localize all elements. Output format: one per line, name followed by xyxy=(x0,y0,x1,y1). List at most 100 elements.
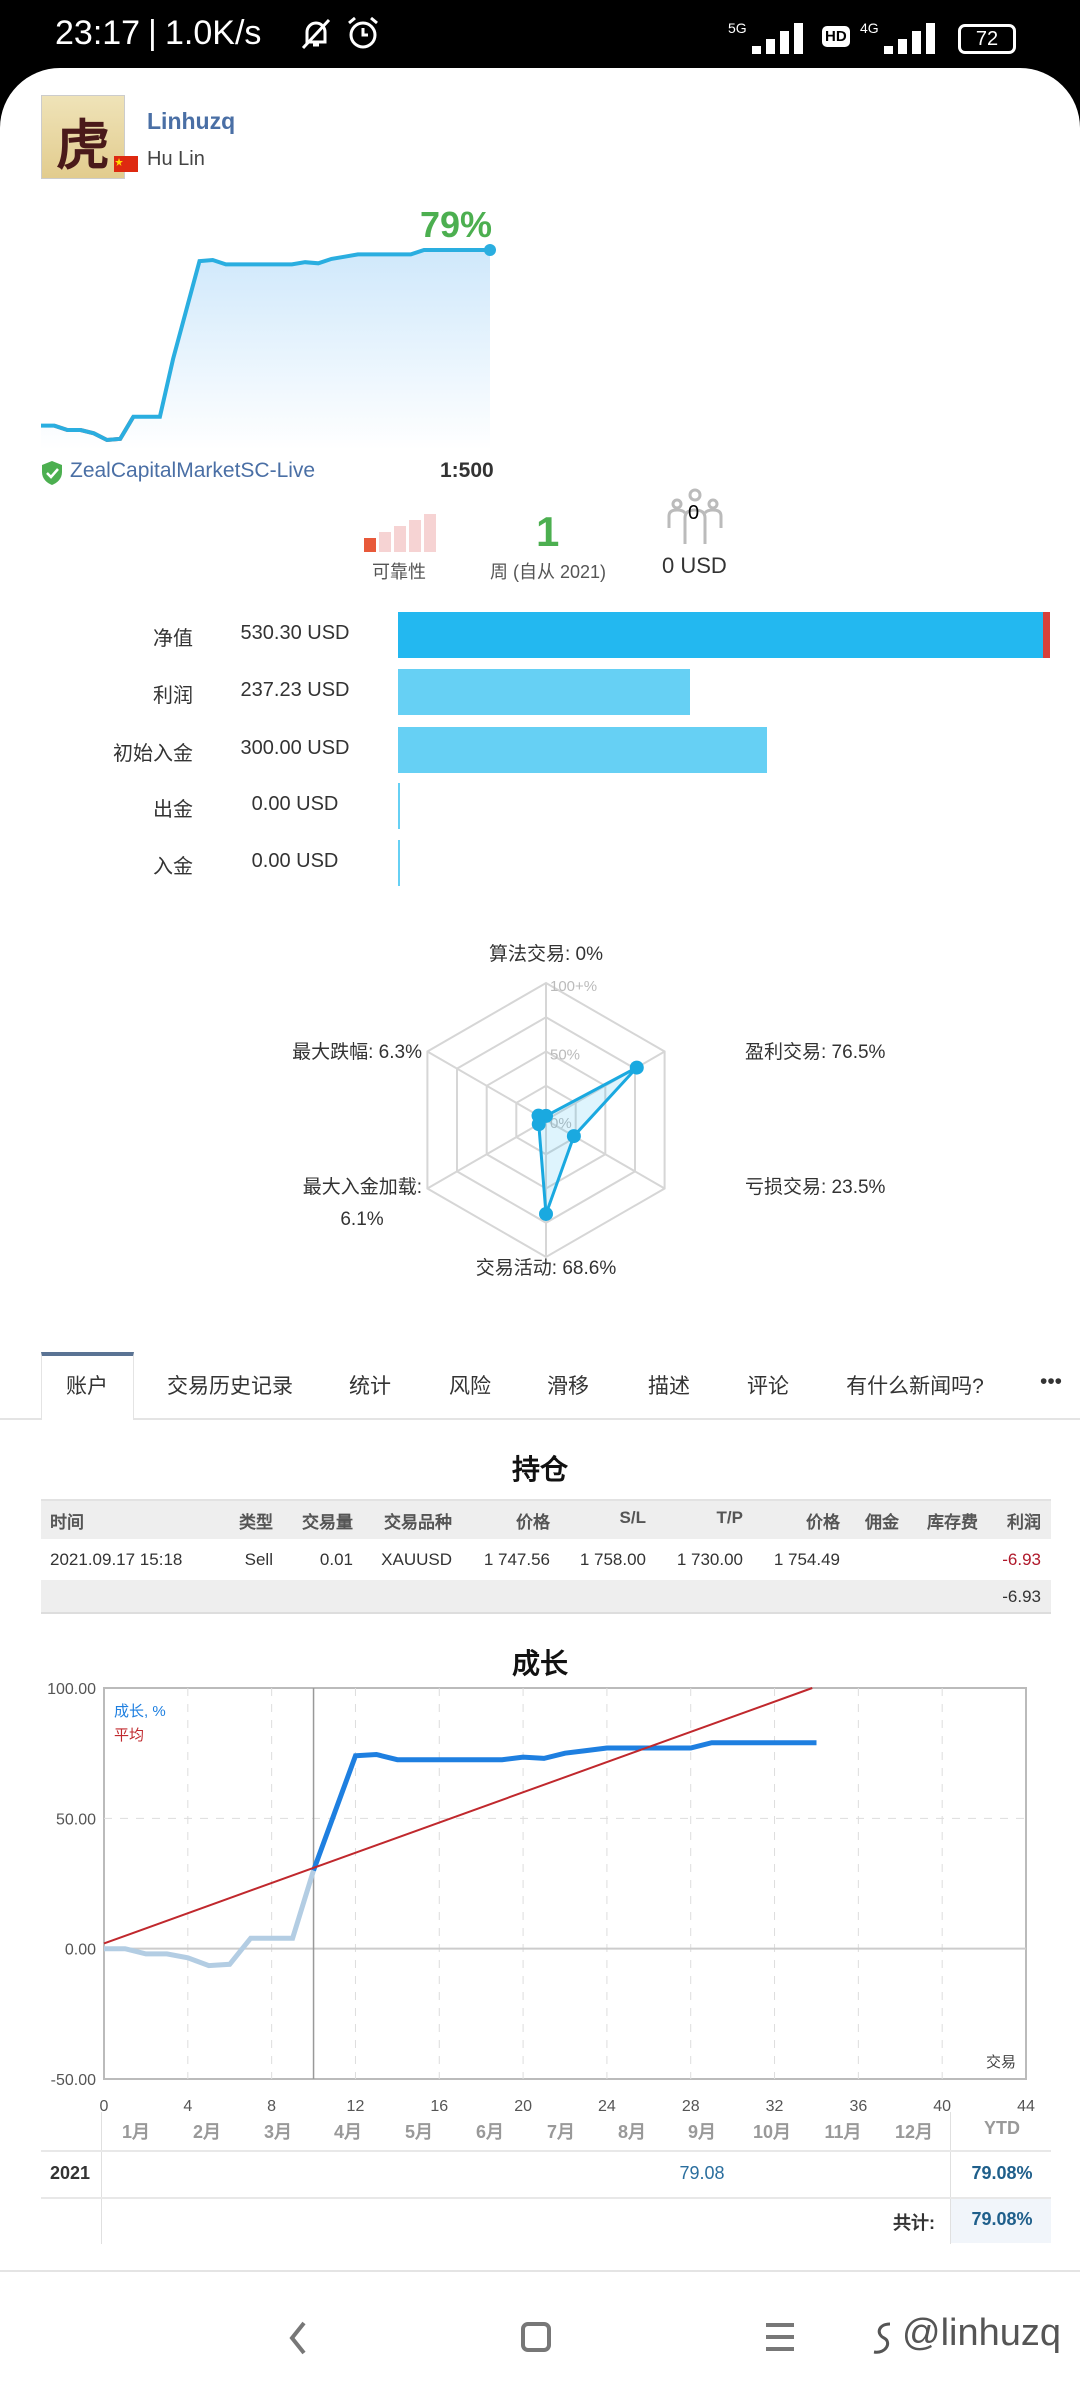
radar-axis xyxy=(545,1119,666,1190)
x-tick-label: 12 xyxy=(347,2098,365,2112)
radar-point xyxy=(531,1108,546,1123)
positions-header-row xyxy=(41,1499,1051,1539)
month-header: 8月 xyxy=(617,2122,647,2142)
subscribers-icon xyxy=(667,488,723,544)
home-button[interactable] xyxy=(521,2322,551,2352)
table-cell: Sell xyxy=(244,1550,273,1569)
balance-bar xyxy=(398,612,1050,658)
network-5g: 5G xyxy=(728,20,747,36)
month-header: 9月 xyxy=(687,2122,717,2142)
month-header: 6月 xyxy=(475,2122,505,2142)
radar-label: 亏损交易: 23.5% xyxy=(745,1176,886,1198)
y-tick-label: 50.00 xyxy=(56,1811,96,1828)
x-tick-label: 8 xyxy=(267,2098,276,2112)
radar-label: 最大跌幅: 6.3% xyxy=(292,1041,422,1063)
year-label: 2021 xyxy=(50,2163,91,2183)
weeks-label: 周 (自从 2021) xyxy=(490,562,607,582)
avatar[interactable]: 虎 xyxy=(41,95,125,179)
balance-bar xyxy=(398,727,767,773)
table-cell: 1 758.00 xyxy=(579,1550,646,1569)
radar-axis xyxy=(426,1119,547,1190)
balance-label: 净值 xyxy=(153,628,193,650)
more-tabs-button[interactable]: ••• xyxy=(1039,1370,1063,1393)
x-tick-label: 4 xyxy=(183,2098,192,2112)
divider xyxy=(950,2112,951,2244)
table-cell: -6.93 xyxy=(1002,1550,1041,1569)
tab-3[interactable]: 风险 xyxy=(449,1375,491,1398)
x-tick-label: 44 xyxy=(1017,2098,1035,2112)
reliability-label: 可靠性 xyxy=(372,562,426,582)
tab-0[interactable]: 账户 xyxy=(66,1375,108,1398)
x-tick-label: 0 xyxy=(100,2098,109,2112)
mini-chart-endpoint xyxy=(484,244,496,256)
tabs-divider xyxy=(0,1418,1080,1420)
balance-label: 入金 xyxy=(153,856,193,878)
radar-label: 盈利交易: 76.5% xyxy=(745,1041,886,1063)
month-header: 11月 xyxy=(824,2122,862,2142)
back-button[interactable] xyxy=(286,2320,310,2356)
tab-2[interactable]: 统计 xyxy=(349,1375,391,1398)
subscribers-funds: 0 USD xyxy=(662,553,727,578)
column-header: 交易品种 xyxy=(384,1513,452,1532)
column-header: T/P xyxy=(716,1508,743,1527)
table-cell: 1 754.49 xyxy=(773,1550,840,1569)
month-header: 7月 xyxy=(546,2122,576,2142)
radar-point xyxy=(629,1060,644,1075)
month-header: 3月 xyxy=(263,2122,293,2142)
x-tick-label: 24 xyxy=(598,2098,616,2112)
radar-ring-label: 100+% xyxy=(550,978,597,995)
username-link[interactable]: Linhuzq xyxy=(147,108,236,134)
x-tick-label: 36 xyxy=(849,2098,867,2112)
balance-bar xyxy=(398,669,690,715)
column-header: 利润 xyxy=(1007,1513,1041,1532)
hd-badge: HD xyxy=(822,26,850,47)
china-flag-icon xyxy=(114,156,138,172)
weibo-logo-icon xyxy=(873,2322,891,2354)
table-row[interactable] xyxy=(41,1541,1051,1580)
tab-1[interactable]: 交易历史记录 xyxy=(167,1375,293,1398)
broker-link[interactable]: ZealCapitalMarketSC-Live xyxy=(70,459,316,482)
tab-4[interactable]: 滑移 xyxy=(547,1375,589,1398)
mini-growth-chart xyxy=(41,244,496,450)
radar-label: 算法交易: 0% xyxy=(489,943,603,965)
growth-chart: 0 4 8 12 16 20 24 28 32 36 40 44 100.00 50.00 0.00 -50.… xyxy=(47,1681,1035,2112)
divider xyxy=(41,2197,1051,2199)
radar-ring-label: 50% xyxy=(550,1047,580,1064)
x-tick-label: 32 xyxy=(766,2098,784,2112)
tab-5[interactable]: 描述 xyxy=(648,1375,690,1398)
menu-button[interactable] xyxy=(764,2322,796,2352)
mini-chart-line xyxy=(41,248,490,443)
network-speed: 1.0K/s xyxy=(165,14,262,52)
clock: 23:17 xyxy=(55,14,141,52)
radar-point xyxy=(566,1129,581,1144)
legend-growth: 成长, % xyxy=(114,1703,166,1720)
balance-value: 530.30 USD xyxy=(240,622,350,644)
total-value: 79.08% xyxy=(971,2209,1033,2229)
balance-value: 0.00 USD xyxy=(251,793,339,815)
radar-axis xyxy=(426,1050,547,1121)
column-header: 价格 xyxy=(806,1513,840,1532)
positions-title: 持仓 xyxy=(511,1454,568,1485)
balance-value: 237.23 USD xyxy=(240,679,350,701)
avatar-logo: 虎 xyxy=(56,116,110,176)
growth-line-pre-monitoring xyxy=(104,1869,316,1969)
tab-7[interactable]: 有什么新闻吗? xyxy=(846,1375,984,1398)
balance-bar xyxy=(398,840,400,886)
balance-label: 初始入金 xyxy=(113,743,193,765)
divider xyxy=(41,2150,1051,2152)
signal-icon xyxy=(752,23,803,54)
leverage: 1:500 xyxy=(440,459,494,482)
legend-average: 平均 xyxy=(114,1727,144,1744)
growth-percent: 79% xyxy=(420,204,493,245)
divider: | xyxy=(148,14,157,52)
weeks-count: 1 xyxy=(536,508,560,555)
reliability-bar xyxy=(394,526,406,552)
balance-label: 利润 xyxy=(153,685,193,707)
tab-6[interactable]: 评论 xyxy=(747,1375,789,1398)
average-line xyxy=(103,1687,813,1945)
month-header: 12月 xyxy=(894,2122,934,2142)
signal-icon xyxy=(884,23,935,54)
balance-bar xyxy=(398,783,400,829)
column-header: S/L xyxy=(619,1508,646,1527)
real-name: Hu Lin xyxy=(147,148,205,170)
